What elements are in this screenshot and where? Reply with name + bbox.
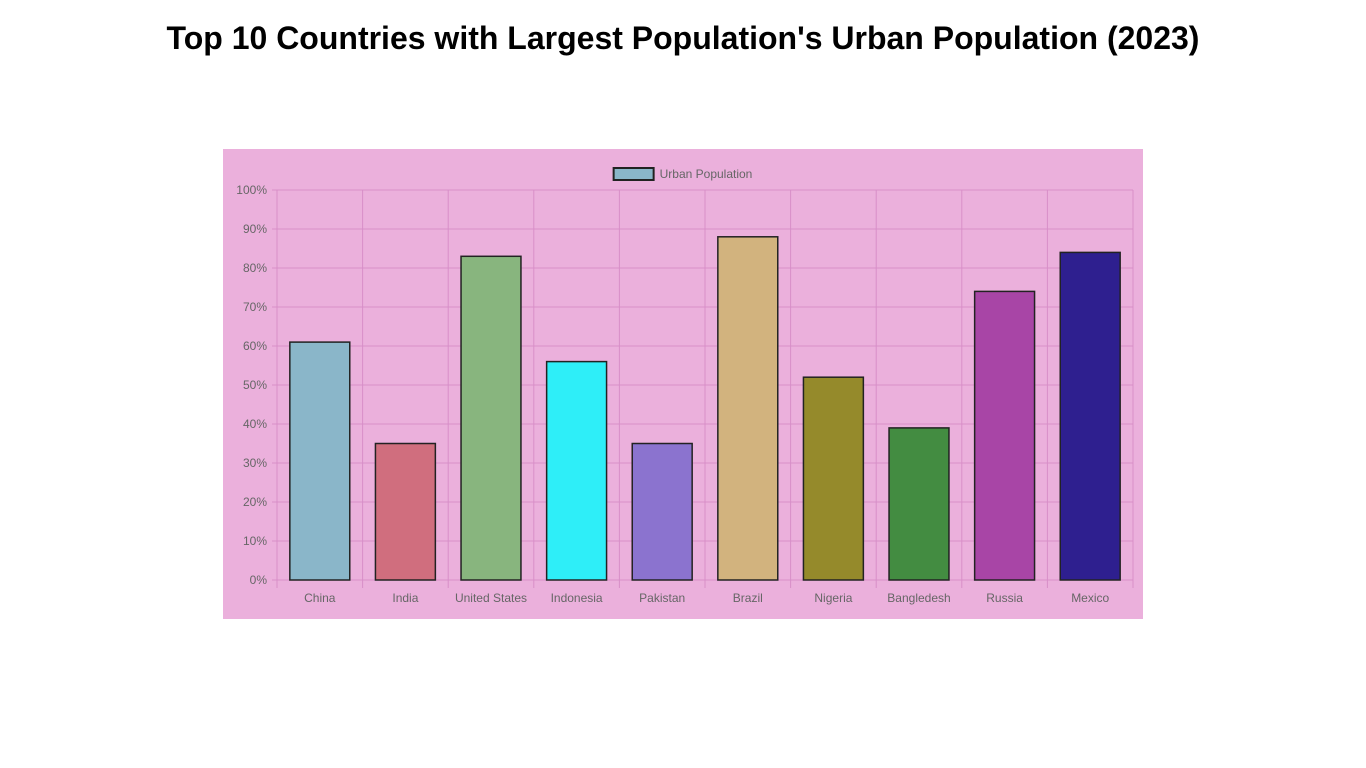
y-tick-label: 80% (243, 261, 267, 275)
y-tick-label: 100% (236, 183, 267, 197)
y-tick-label: 70% (243, 300, 267, 314)
bar-india[interactable] (374, 442, 437, 581)
x-tick-label: China (304, 591, 336, 605)
x-tick-label: Nigeria (814, 591, 852, 605)
x-tick-label: United States (455, 591, 527, 605)
bar-chart: 0% 10% 20% 30% 40% 50% 60% 70% 80% 90% 100% China I… (223, 149, 1143, 619)
y-tick-label: 90% (243, 222, 267, 236)
y-tick-label: 20% (243, 495, 267, 509)
x-tick-label: Bangledesh (887, 591, 950, 605)
legend-label[interactable]: Urban Population (660, 167, 753, 181)
bar-united-states[interactable] (460, 255, 522, 581)
legend[interactable]: Urban Population (612, 167, 753, 181)
bar-russia[interactable] (973, 290, 1036, 581)
x-tick-label: India (392, 591, 418, 605)
x-tick-label: Mexico (1071, 591, 1109, 605)
x-tick-label: Russia (986, 591, 1023, 605)
x-tick-label: Pakistan (639, 591, 685, 605)
bars (289, 236, 1121, 581)
bar-mexico[interactable] (1059, 251, 1121, 581)
y-axis-ticks: 0% 10% 20% 30% 40% 50% 60% 70% 80% 90% 100% (236, 183, 267, 587)
bar-nigeria[interactable] (802, 376, 865, 581)
y-tick-label: 10% (243, 534, 267, 548)
page-title: Top 10 Countries with Largest Population… (166, 20, 1200, 56)
bar-pakistan[interactable] (631, 442, 693, 581)
chart-panel: 0% 10% 20% 30% 40% 50% 60% 70% 80% 90% 100% China I… (223, 149, 1143, 619)
y-tick-label: 50% (243, 378, 267, 392)
x-axis-labels: China India United States Indonesia Pakistan… (304, 591, 1109, 605)
x-tick-label: Indonesia (551, 591, 603, 605)
x-tick-label: Brazil (733, 591, 763, 605)
bar-brazil[interactable] (717, 236, 779, 581)
y-tick-label: 60% (243, 339, 267, 353)
y-tick-label: 0% (250, 573, 268, 587)
bar-indonesia[interactable] (545, 360, 608, 581)
legend-swatch[interactable] (612, 167, 655, 181)
y-tick-label: 40% (243, 417, 267, 431)
bar-bangledesh[interactable] (888, 427, 950, 581)
y-tick-label: 30% (243, 456, 267, 470)
bar-china[interactable] (289, 341, 351, 581)
